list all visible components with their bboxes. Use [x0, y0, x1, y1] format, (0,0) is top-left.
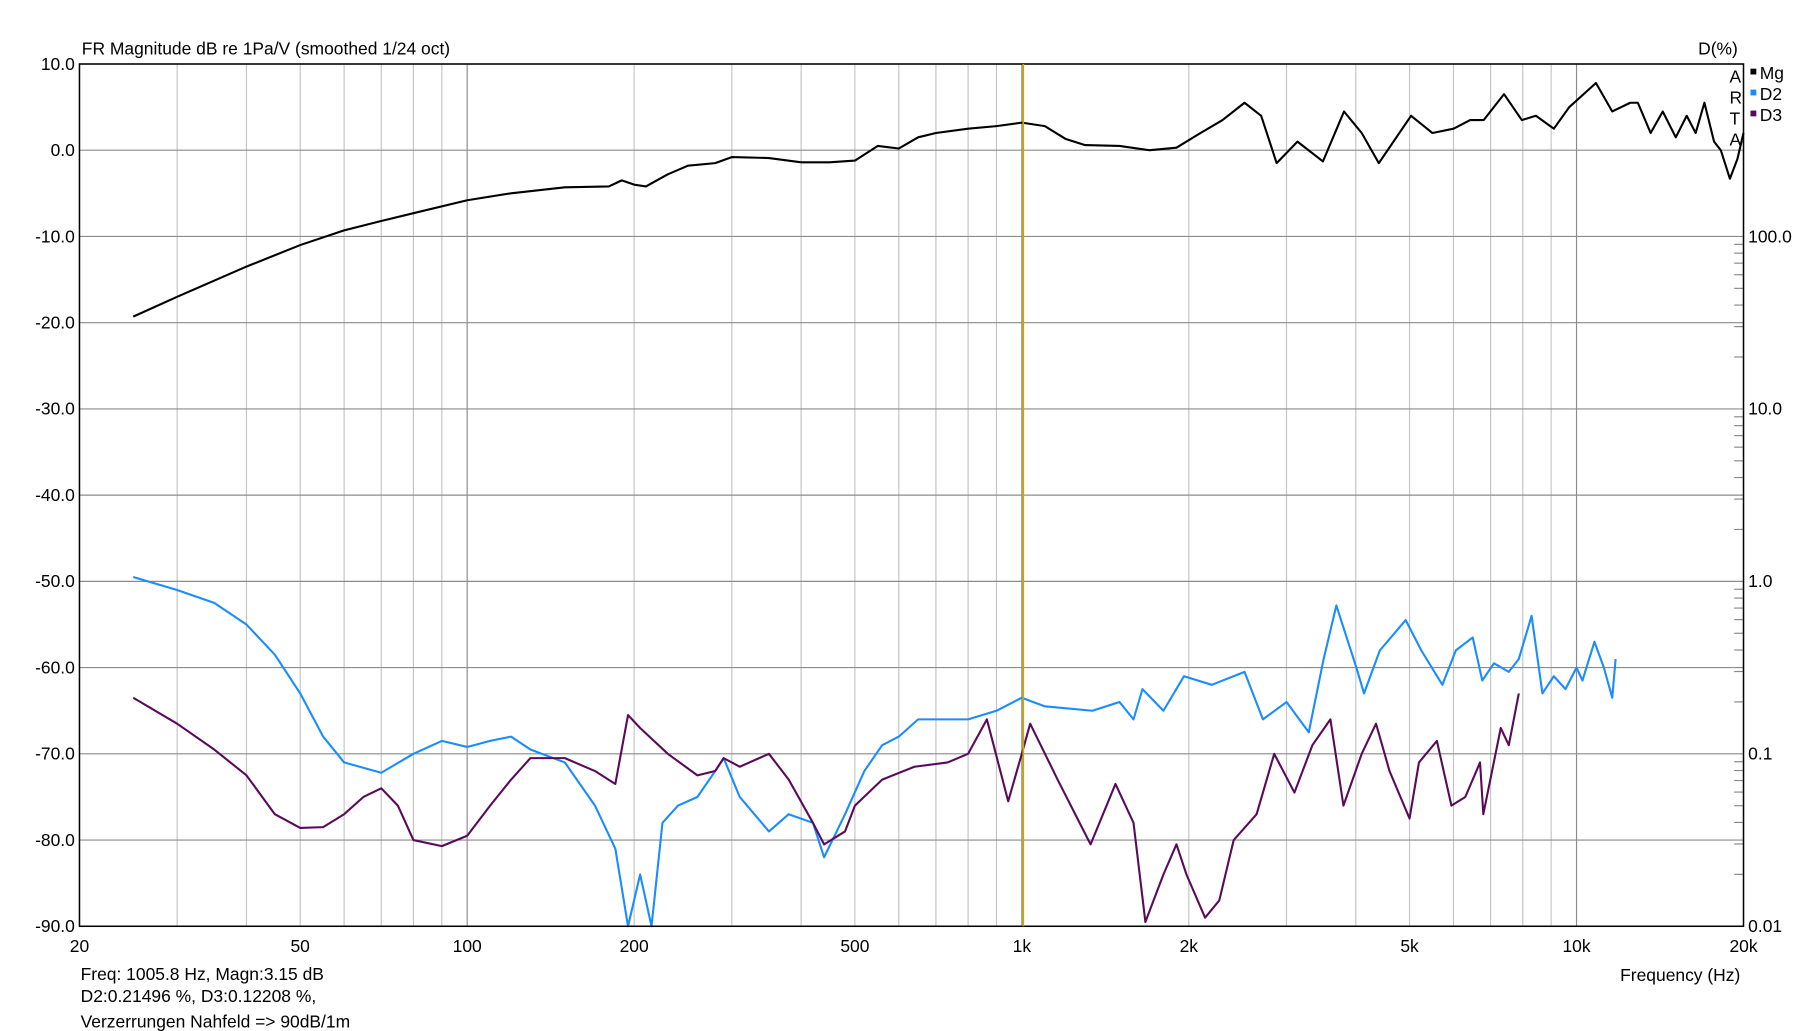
arta-logo-letter: T [1730, 109, 1741, 129]
right-axis-title: D(%) [1698, 39, 1738, 59]
x-tick-label: 10k [1562, 936, 1590, 956]
legend-swatch-d2 [1750, 89, 1757, 96]
arta-logo-letter: R [1730, 88, 1743, 108]
x-axis-label: Frequency (Hz) [1620, 965, 1740, 985]
x-tick-label: 100 [453, 936, 482, 956]
y-tick-label: -10.0 [35, 226, 75, 246]
readout-line-3: Verzerrungen Nahfeld => 90dB/1m [81, 1012, 351, 1031]
right-tick-label: 1.0 [1748, 571, 1773, 591]
legend-swatch-mg [1750, 68, 1757, 75]
right-tick-label: 10.0 [1748, 399, 1782, 419]
arta-logo-letter: A [1730, 129, 1742, 149]
series-line-mg [132, 81, 1745, 318]
y-tick-label: 10.0 [41, 54, 75, 74]
readout-line-1: Freq: 1005.8 Hz, Magn:3.15 dB [81, 964, 324, 984]
series-line-d3 [132, 693, 1520, 924]
legend-label-d2: D2 [1760, 84, 1782, 104]
x-tick-label: 5k [1400, 936, 1419, 956]
x-tick-label: 50 [291, 936, 311, 956]
x-tick-label: 200 [620, 936, 649, 956]
x-tick-label: 1k [1013, 936, 1032, 956]
y-tick-label: 0.0 [51, 140, 76, 160]
readout-line-2: D2:0.21496 %, D3:0.12208 %, [81, 986, 317, 1006]
y-tick-label: -50.0 [35, 571, 75, 591]
legend-label-mg: Mg [1760, 63, 1784, 83]
x-tick-label: 20k [1729, 936, 1757, 956]
chart-title: FR Magnitude dB re 1Pa/V (smoothed 1/24 … [82, 39, 450, 59]
y-tick-label: -80.0 [35, 830, 75, 850]
series-line-d2 [132, 576, 1617, 928]
x-tick-label: 2k [1180, 936, 1199, 956]
right-tick-label: 0.1 [1748, 744, 1772, 764]
y-tick-label: -20.0 [35, 313, 75, 333]
axes: 10.0 0.0 -10.0 -20.0 -30.0 -40.0 -50.0 -60.0 -70… [35, 54, 1792, 956]
y-tick-label: -40.0 [35, 485, 75, 505]
legend-label-d3: D3 [1760, 105, 1782, 125]
plot-frame [78, 63, 1745, 928]
grid [78, 63, 1745, 927]
right-tick-label: 100.0 [1748, 226, 1792, 246]
curves [132, 81, 1745, 928]
arta-logo-letter: A [1730, 67, 1742, 87]
y-tick-label: -90.0 [35, 916, 75, 936]
y-tick-label: -60.0 [35, 657, 75, 677]
x-tick-label: 20 [70, 936, 90, 956]
right-tick-label: 0.01 [1748, 916, 1782, 936]
legend-swatch-d3 [1750, 110, 1757, 117]
x-tick-label: 500 [840, 936, 869, 956]
y-tick-label: -30.0 [35, 399, 75, 419]
y-tick-label: -70.0 [35, 744, 75, 764]
